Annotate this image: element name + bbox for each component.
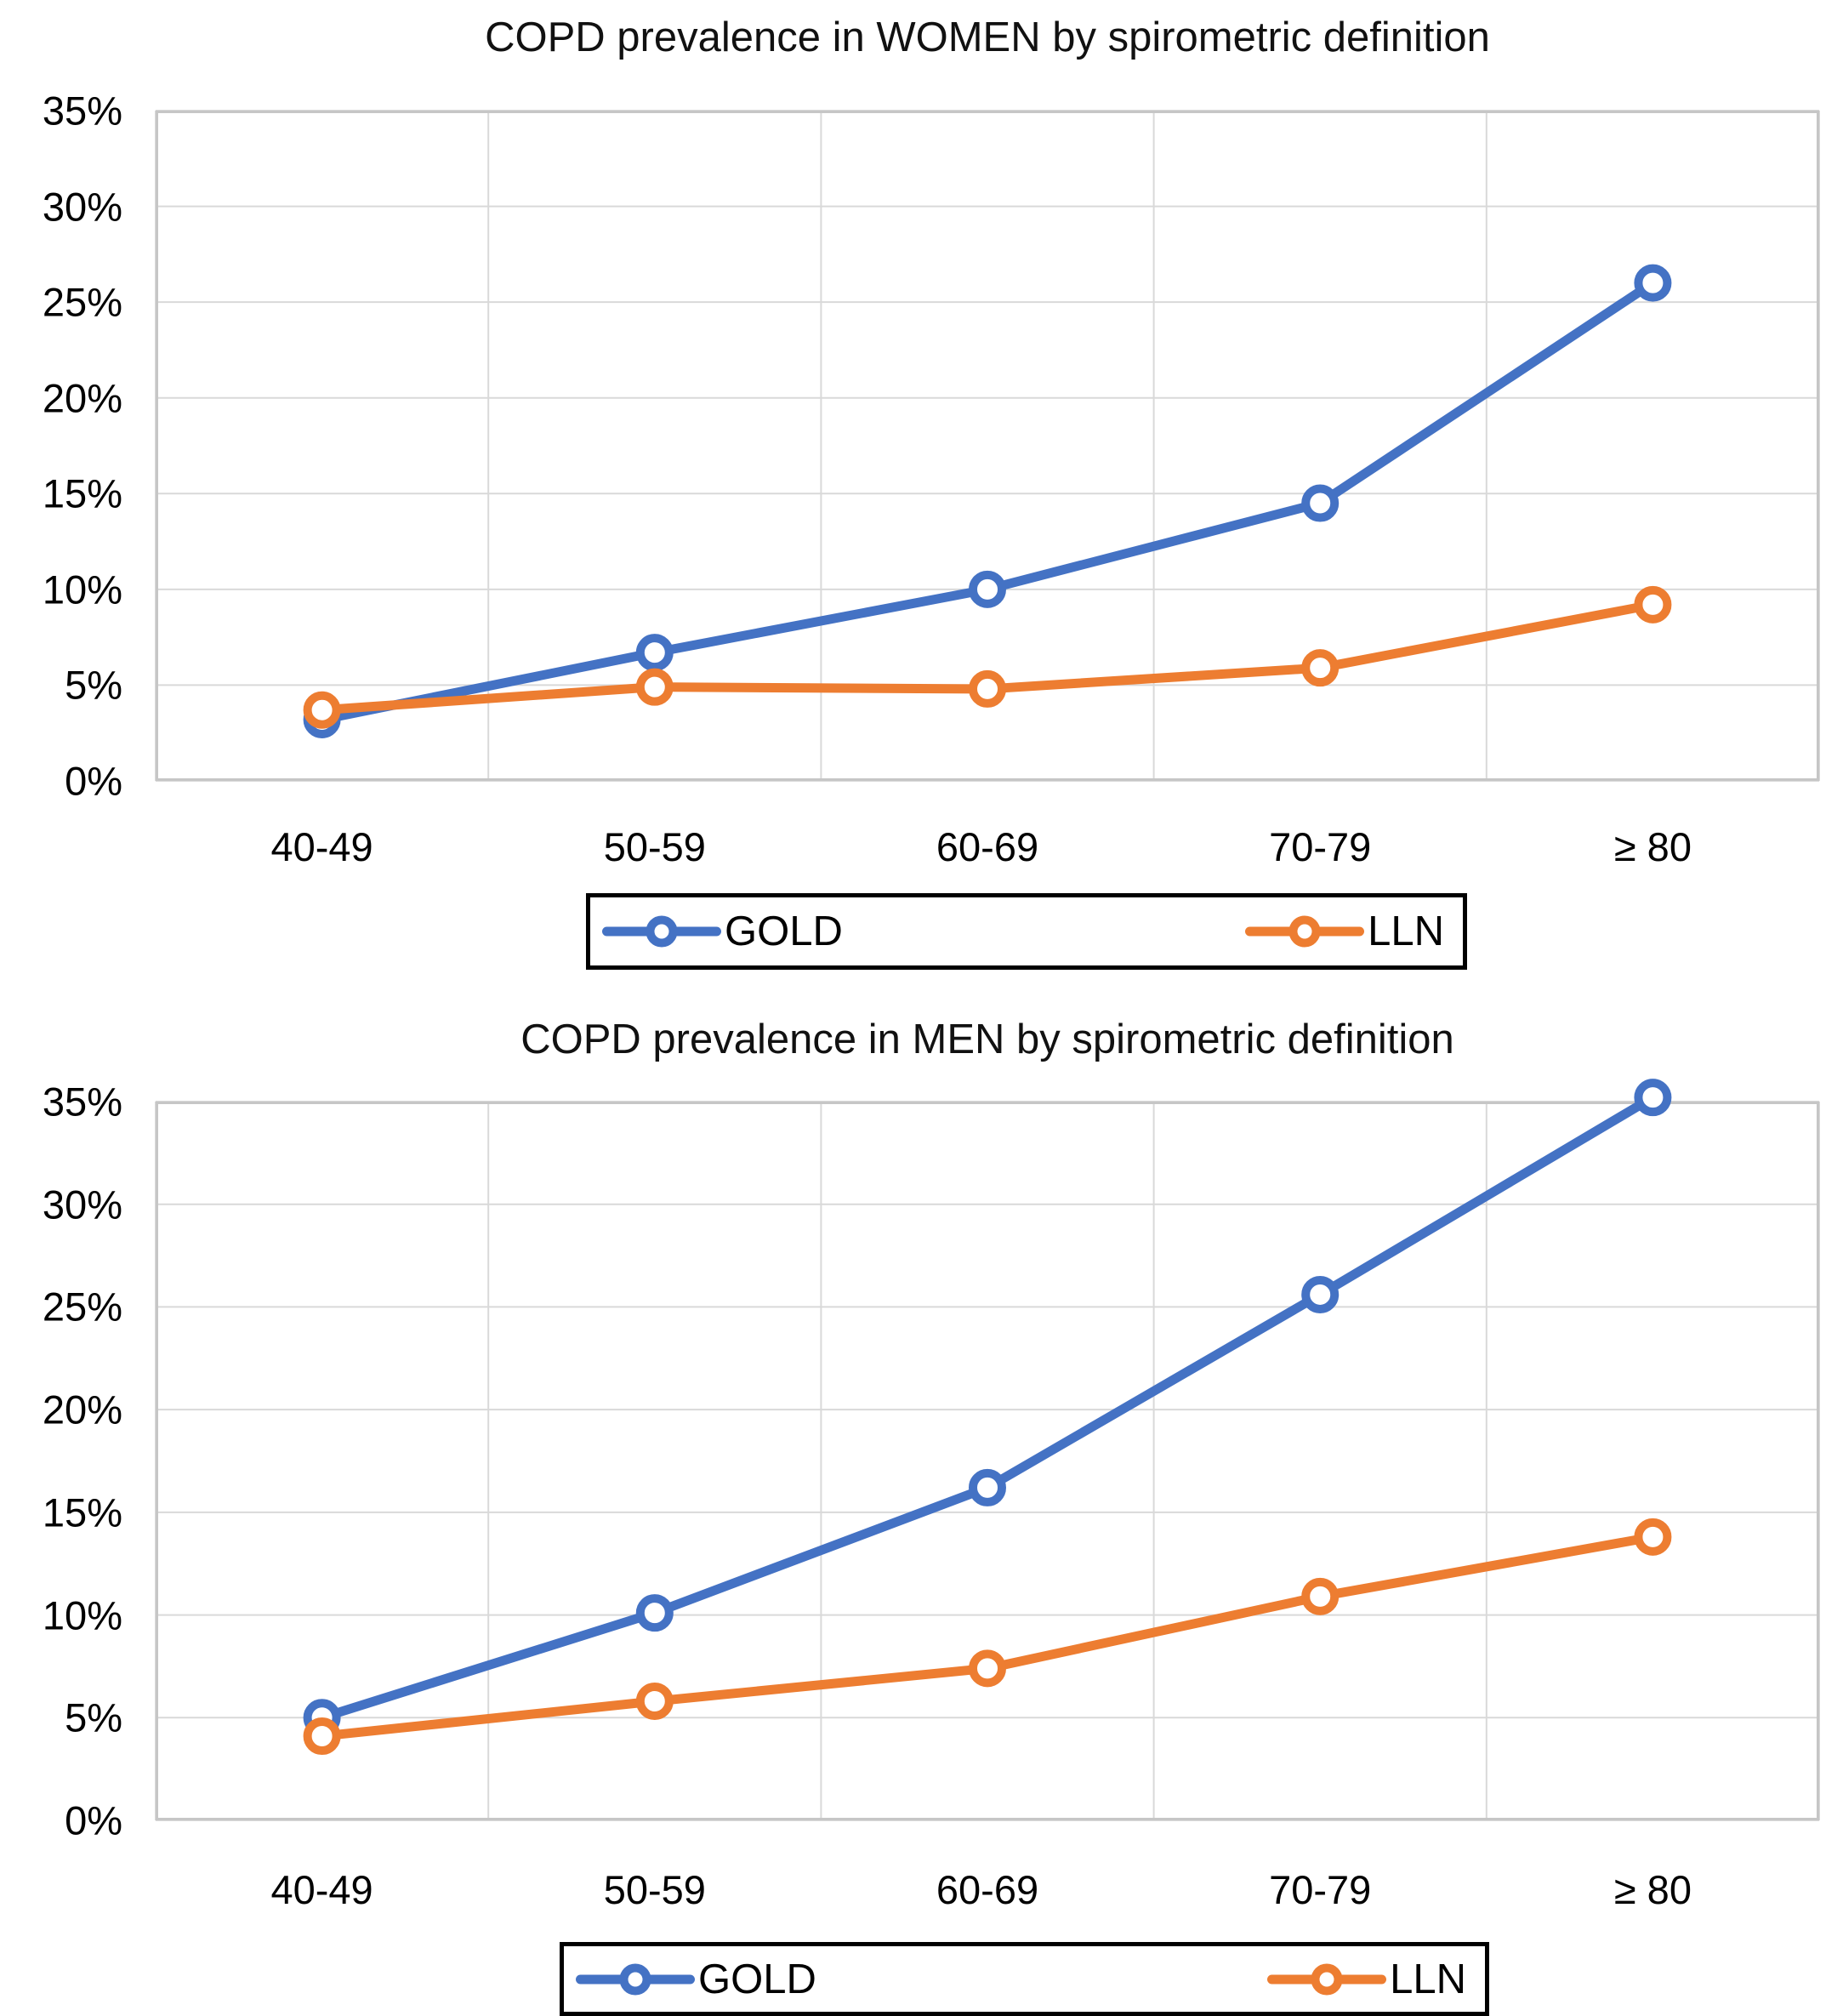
legend-circle-marker-icon	[619, 1963, 651, 1995]
data-point-marker-gold	[1301, 484, 1340, 522]
data-point-marker-lln	[969, 1649, 1006, 1688]
series-line-gold	[317, 1092, 1658, 1723]
gold-line-marker-icon	[602, 913, 721, 950]
y-axis-women: 35% 30% 25% 20% 15% 10% 5% 0%	[0, 88, 126, 804]
chart-title-men: COPD prevalence in MEN by spirometric de…	[520, 1017, 1454, 1062]
data-point-marker-lln	[1301, 649, 1340, 687]
gold-line-marker-icon	[576, 1961, 695, 1998]
y-tick-label: 10%	[42, 567, 122, 612]
plot-area-women	[155, 110, 1820, 782]
legend-item-gold: GOLD	[576, 1956, 816, 2003]
data-point-marker-lln	[303, 691, 341, 729]
legend-item-lln: LLN	[1245, 908, 1444, 955]
legend-label-lln: LLN	[1368, 908, 1444, 954]
x-tick-label: 40-49	[270, 824, 373, 869]
x-tick-label: ≥ 80	[1613, 824, 1692, 869]
legend-label-gold: GOLD	[725, 908, 843, 954]
legend-women: GOLD LLN	[586, 893, 1467, 970]
legend-circle-marker-icon	[1288, 915, 1321, 948]
y-tick-label: 0%	[65, 1797, 122, 1843]
y-tick-label: 30%	[42, 1182, 122, 1227]
data-point-marker-lln	[635, 1682, 674, 1720]
legend-item-gold: GOLD	[602, 908, 843, 955]
y-tick-label: 0%	[65, 758, 122, 804]
x-tick-label: 70-79	[1269, 824, 1372, 869]
plot-svg	[155, 1079, 1820, 1821]
data-point-marker-gold	[635, 1594, 674, 1632]
y-tick-label: 25%	[42, 279, 122, 325]
lln-line-marker-icon	[1245, 913, 1365, 950]
legend-label-lln: LLN	[1390, 1956, 1466, 2002]
series-line-gold	[317, 278, 1658, 725]
y-tick-label: 20%	[42, 375, 122, 421]
plot-svg	[155, 110, 1820, 782]
data-point-marker-lln	[1301, 1577, 1340, 1615]
data-point-marker-lln	[635, 668, 674, 706]
y-tick-label: 5%	[65, 662, 122, 708]
plot-border	[156, 1102, 1819, 1820]
data-point-marker-gold	[969, 1468, 1006, 1506]
data-point-marker-gold	[1634, 1079, 1672, 1117]
legend-circle-marker-icon	[1311, 1963, 1343, 1995]
legend-men: GOLD LLN	[560, 1942, 1489, 2016]
y-tick-label: 35%	[42, 1079, 122, 1125]
plot-area-men	[155, 1079, 1820, 1821]
x-tick-label: 60-69	[936, 824, 1039, 869]
y-tick-label: 35%	[42, 88, 122, 134]
data-point-marker-lln	[303, 1717, 341, 1756]
plot-border	[156, 111, 1819, 781]
y-tick-label: 10%	[42, 1592, 122, 1638]
data-point-marker-lln	[1634, 1518, 1672, 1556]
legend-label-gold: GOLD	[698, 1956, 816, 2002]
x-tick-label: 40-49	[270, 1867, 373, 1912]
y-tick-label: 25%	[42, 1284, 122, 1330]
legend-item-lln: LLN	[1267, 1956, 1466, 2003]
lln-line-marker-icon	[1267, 1961, 1387, 1998]
data-point-marker-lln	[969, 669, 1006, 708]
series-line-lln	[317, 1532, 1658, 1741]
x-tick-label: 50-59	[603, 1867, 706, 1912]
x-axis-women: 40-49 50-59 60-69 70-79 ≥ 80	[156, 823, 1819, 871]
chart-title-women: COPD prevalence in WOMEN by spirometric …	[485, 14, 1490, 60]
y-tick-label: 5%	[65, 1694, 122, 1740]
y-tick-label: 15%	[42, 1489, 122, 1535]
y-tick-label: 15%	[42, 470, 122, 516]
data-point-marker-gold	[635, 634, 674, 672]
x-axis-men: 40-49 50-59 60-69 70-79 ≥ 80	[156, 1866, 1819, 1914]
y-axis-men: 35% 30% 25% 20% 15% 10% 5% 0%	[0, 1079, 126, 1843]
y-tick-label: 20%	[42, 1387, 122, 1432]
x-tick-label: 60-69	[936, 1867, 1039, 1912]
data-point-marker-lln	[1634, 585, 1672, 624]
data-point-marker-gold	[969, 570, 1006, 608]
legend-circle-marker-icon	[646, 915, 678, 948]
x-tick-label: 50-59	[603, 824, 706, 869]
y-tick-label: 30%	[42, 184, 122, 230]
data-point-marker-gold	[1634, 264, 1672, 302]
data-point-marker-gold	[1301, 1275, 1340, 1313]
x-tick-label: ≥ 80	[1613, 1867, 1692, 1912]
x-tick-label: 70-79	[1269, 1867, 1372, 1912]
